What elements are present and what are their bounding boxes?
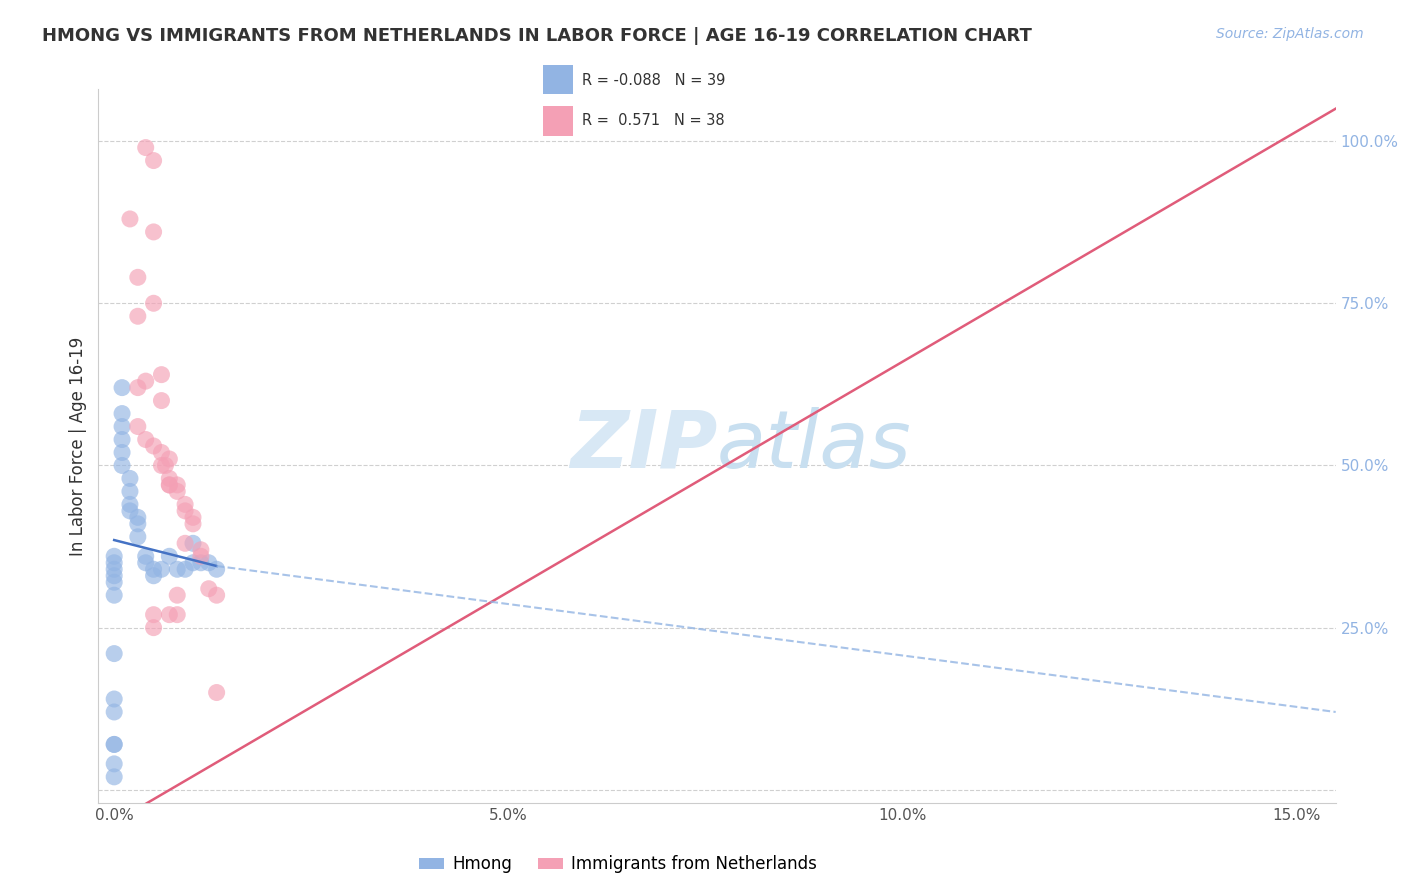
Immigrants from Netherlands xyxy=(157,478,180,492)
Immigrants from Netherlands xyxy=(197,582,219,596)
Immigrants from Netherlands xyxy=(150,458,173,473)
Hmong xyxy=(103,756,125,771)
Immigrants from Netherlands xyxy=(166,607,188,622)
Immigrants from Netherlands xyxy=(155,458,177,473)
Hmong xyxy=(135,549,157,564)
Immigrants from Netherlands xyxy=(142,439,165,453)
Hmong xyxy=(205,562,228,576)
Y-axis label: In Labor Force | Age 16-19: In Labor Force | Age 16-19 xyxy=(69,336,87,556)
Hmong xyxy=(118,471,141,485)
Immigrants from Netherlands xyxy=(150,368,173,382)
Hmong xyxy=(111,419,134,434)
Immigrants from Netherlands xyxy=(142,607,165,622)
Immigrants from Netherlands xyxy=(174,504,197,518)
Text: R =  0.571   N = 38: R = 0.571 N = 38 xyxy=(582,113,724,128)
Hmong xyxy=(142,562,165,576)
Hmong xyxy=(103,562,125,576)
Hmong xyxy=(150,562,173,576)
Legend: Hmong, Immigrants from Netherlands: Hmong, Immigrants from Netherlands xyxy=(413,849,824,880)
Immigrants from Netherlands xyxy=(142,225,165,239)
Immigrants from Netherlands xyxy=(142,153,165,168)
Hmong xyxy=(103,705,125,719)
Immigrants from Netherlands xyxy=(181,510,204,524)
Hmong xyxy=(127,516,149,531)
Hmong xyxy=(181,556,204,570)
Hmong xyxy=(103,568,125,582)
Hmong xyxy=(142,568,165,582)
Immigrants from Netherlands xyxy=(135,140,157,154)
Hmong xyxy=(118,504,141,518)
Immigrants from Netherlands xyxy=(135,433,157,447)
Bar xyxy=(543,106,572,136)
Hmong xyxy=(118,497,141,511)
Hmong xyxy=(127,510,149,524)
Immigrants from Netherlands xyxy=(205,685,228,699)
Hmong xyxy=(111,407,134,421)
Immigrants from Netherlands xyxy=(150,393,173,408)
Immigrants from Netherlands xyxy=(166,478,188,492)
Immigrants from Netherlands xyxy=(166,484,188,499)
Immigrants from Netherlands xyxy=(174,536,197,550)
Immigrants from Netherlands xyxy=(135,374,157,388)
Hmong xyxy=(118,484,141,499)
Text: HMONG VS IMMIGRANTS FROM NETHERLANDS IN LABOR FORCE | AGE 16-19 CORRELATION CHAR: HMONG VS IMMIGRANTS FROM NETHERLANDS IN … xyxy=(42,27,1032,45)
Immigrants from Netherlands xyxy=(157,471,180,485)
Hmong xyxy=(127,530,149,544)
Hmong xyxy=(157,549,180,564)
Hmong xyxy=(111,445,134,459)
Immigrants from Netherlands xyxy=(157,478,180,492)
Hmong xyxy=(197,556,219,570)
Immigrants from Netherlands xyxy=(150,445,173,459)
Text: R = -0.088   N = 39: R = -0.088 N = 39 xyxy=(582,72,725,87)
Hmong xyxy=(111,433,134,447)
Text: ZIP: ZIP xyxy=(569,407,717,485)
Immigrants from Netherlands xyxy=(190,542,212,557)
Immigrants from Netherlands xyxy=(127,381,149,395)
Hmong xyxy=(103,692,125,706)
Hmong xyxy=(103,770,125,784)
Hmong xyxy=(181,536,204,550)
Immigrants from Netherlands xyxy=(127,270,149,285)
Hmong xyxy=(111,458,134,473)
Text: Source: ZipAtlas.com: Source: ZipAtlas.com xyxy=(1216,27,1364,41)
Bar xyxy=(543,65,572,95)
Hmong xyxy=(103,647,125,661)
Text: atlas: atlas xyxy=(717,407,912,485)
Hmong xyxy=(111,381,134,395)
Hmong xyxy=(190,556,212,570)
Immigrants from Netherlands xyxy=(157,607,180,622)
Immigrants from Netherlands xyxy=(142,296,165,310)
Immigrants from Netherlands xyxy=(205,588,228,602)
Immigrants from Netherlands xyxy=(181,516,204,531)
Hmong xyxy=(174,562,197,576)
Immigrants from Netherlands xyxy=(166,588,188,602)
Hmong xyxy=(103,588,125,602)
Hmong xyxy=(103,575,125,590)
Hmong xyxy=(103,549,125,564)
Immigrants from Netherlands xyxy=(118,211,141,226)
Hmong xyxy=(103,738,125,752)
Immigrants from Netherlands xyxy=(142,621,165,635)
Hmong xyxy=(103,556,125,570)
Immigrants from Netherlands xyxy=(127,310,149,324)
Hmong xyxy=(135,556,157,570)
Immigrants from Netherlands xyxy=(157,452,180,467)
Hmong xyxy=(103,738,125,752)
Immigrants from Netherlands xyxy=(174,497,197,511)
Immigrants from Netherlands xyxy=(127,419,149,434)
Immigrants from Netherlands xyxy=(190,549,212,564)
Hmong xyxy=(166,562,188,576)
